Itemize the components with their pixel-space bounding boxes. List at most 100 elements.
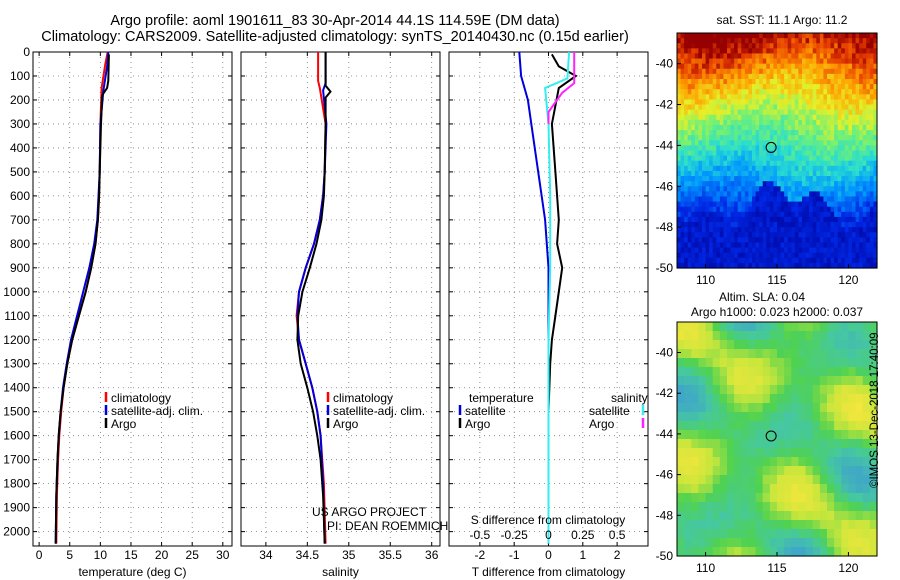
difference-legend-title: temperature xyxy=(469,391,534,405)
sst_map-cell xyxy=(680,170,685,177)
sst_map-cell xyxy=(680,181,685,187)
y-tick-label: 200 xyxy=(10,93,30,107)
sst_map-cell xyxy=(869,124,875,131)
sla_map-cell xyxy=(755,448,764,458)
sla_map-cell xyxy=(812,421,821,431)
sla_map-cell xyxy=(705,448,714,458)
sst_map-cell xyxy=(716,196,721,203)
sla_map-cell xyxy=(827,430,835,440)
sla_map-cell xyxy=(819,412,828,422)
sst_map-cell xyxy=(702,78,707,85)
sst_map-cell xyxy=(873,150,878,157)
sla_map-cell xyxy=(791,457,800,467)
sst_map-cell xyxy=(755,99,760,106)
sst_map-cell xyxy=(759,196,764,203)
sst_map-cell xyxy=(677,170,682,177)
sst_map-cell xyxy=(737,191,742,198)
sla_map-cell xyxy=(805,358,814,368)
sst_map-cell xyxy=(837,33,842,39)
sst_map-cell xyxy=(862,94,867,101)
sst_map-cell xyxy=(752,73,757,80)
sst_map-cell xyxy=(730,155,735,162)
sst_map-cell xyxy=(723,53,728,60)
sla_map-cell xyxy=(741,475,750,485)
sst_map-cell xyxy=(687,196,692,203)
sst_map-cell xyxy=(759,257,764,264)
sst_map-cell xyxy=(784,257,789,264)
sst_map-cell xyxy=(844,78,850,85)
sst_map-cell xyxy=(855,109,860,116)
sla_map-cell xyxy=(698,493,707,503)
y-tick-label: 1400 xyxy=(3,381,30,395)
sla_map-cell xyxy=(812,331,821,341)
sst_map-cell xyxy=(841,119,846,126)
sst_map-cell xyxy=(752,196,757,203)
sst_map-cell xyxy=(844,53,850,60)
y-tick-label: 900 xyxy=(10,261,30,275)
sst_map-cell xyxy=(834,99,839,106)
sla_map-cell xyxy=(784,403,792,413)
sst_map-cell xyxy=(755,58,760,65)
sst_map-cell xyxy=(705,43,710,49)
sst_map-cell xyxy=(777,109,782,116)
sst_map-cell xyxy=(834,232,839,238)
sst_map-cell xyxy=(819,145,825,152)
sst_map-cell xyxy=(827,104,832,111)
sla_map-cell xyxy=(812,367,821,377)
sst_map-cell xyxy=(837,89,842,95)
sst_map-cell xyxy=(802,247,807,254)
sla_map-cell xyxy=(827,529,835,539)
sla_map-cell xyxy=(677,340,685,350)
sla_map-cell xyxy=(827,511,835,521)
sla_map-cell xyxy=(677,358,685,368)
sst_map-cell xyxy=(755,73,760,80)
sst_map-cell xyxy=(873,191,878,198)
sst_map-cell xyxy=(705,155,710,162)
sst_map-cell xyxy=(798,104,803,111)
sst-map-title: sat. SST: 11.1 Argo: 11.2 xyxy=(717,13,848,27)
sst_map-cell xyxy=(862,68,867,75)
sst_map-cell xyxy=(769,176,775,182)
sst_map-cell xyxy=(727,94,732,101)
sst_map-cell xyxy=(866,109,871,116)
sla_map-cell xyxy=(769,430,778,440)
sst_map-cell xyxy=(794,130,800,136)
sst_map-cell xyxy=(834,201,839,208)
sst_map-cell xyxy=(830,262,835,269)
sst_map-cell xyxy=(773,257,778,264)
sst_map-cell xyxy=(794,257,800,264)
sst_map-cell xyxy=(873,196,878,203)
sst_map-cell xyxy=(866,43,871,49)
sst_map-cell xyxy=(816,222,821,228)
sst_map-cell xyxy=(855,124,860,131)
sla_map-cell xyxy=(748,322,757,332)
sst_map-cell xyxy=(798,237,803,244)
sst_map-cell xyxy=(873,94,878,101)
sst_map-cell xyxy=(755,206,760,213)
sla_map-cell xyxy=(841,466,850,476)
sst_map-cell xyxy=(848,104,853,111)
sst_map-cell xyxy=(827,216,832,223)
y-tick-label: 300 xyxy=(10,117,30,131)
sst_map-cell xyxy=(859,262,864,269)
sla_map-cell xyxy=(727,394,735,404)
sla_map-cell xyxy=(677,520,685,530)
sla_map-cell xyxy=(784,466,792,476)
sst_map-cell xyxy=(712,48,717,55)
sst_map-cell xyxy=(730,38,735,44)
sst_map-cell xyxy=(712,135,717,141)
sla_map-cell xyxy=(705,484,714,494)
sst_map-cell xyxy=(819,89,825,95)
sla_map-cell xyxy=(691,520,700,530)
sst_map-cell xyxy=(687,176,692,182)
sst_map-cell xyxy=(741,242,746,249)
sst_map-cell xyxy=(687,211,692,218)
sst_map-cell xyxy=(702,242,707,249)
sst_map-cell xyxy=(727,186,732,192)
sst_map-cell xyxy=(773,43,778,49)
sst_map-cell xyxy=(862,63,867,70)
sst_map-cell xyxy=(834,170,839,177)
sst_map-cell xyxy=(727,262,732,269)
sla_map-cell xyxy=(819,439,828,449)
sla_map-cell xyxy=(755,493,764,503)
